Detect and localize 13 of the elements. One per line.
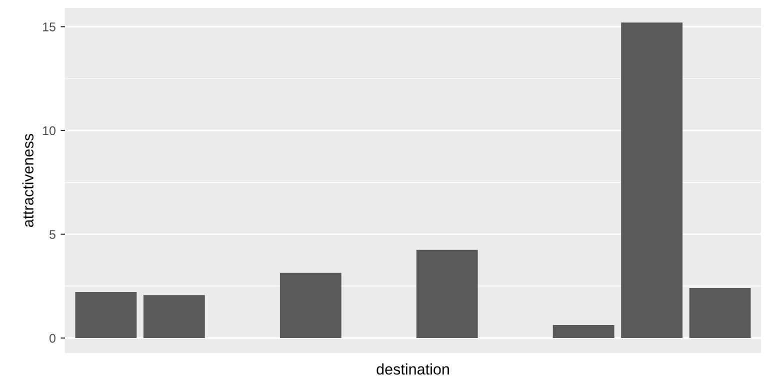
bar xyxy=(552,324,614,338)
bar xyxy=(621,22,683,338)
y-tick-label: 0 xyxy=(50,334,56,343)
bar xyxy=(143,295,205,338)
y-tick-label: 10 xyxy=(43,126,56,136)
bar xyxy=(280,272,342,338)
bar xyxy=(75,292,137,338)
y-tick-label: 15 xyxy=(43,22,56,32)
bar xyxy=(689,288,751,338)
bar xyxy=(416,250,478,338)
y-tick-label: 5 xyxy=(50,230,56,239)
x-axis-title: destination xyxy=(376,363,449,375)
y-axis-title: attractiveness xyxy=(22,134,34,227)
